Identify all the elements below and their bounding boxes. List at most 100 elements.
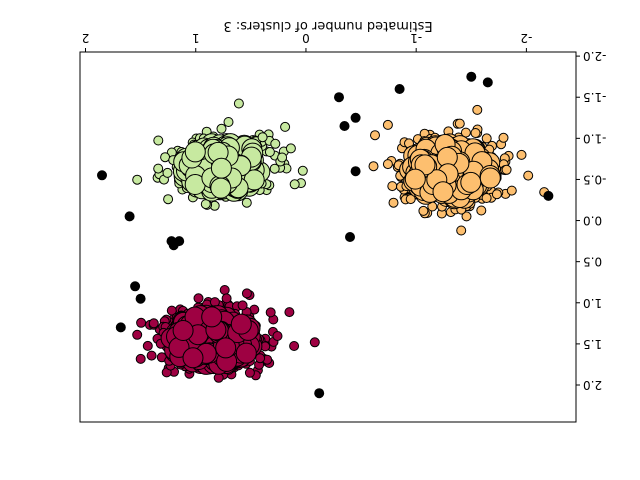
cluster-1-point-152: [132, 174, 143, 185]
cluster-1-point-194: [285, 143, 296, 154]
cluster-1-point-185: [297, 165, 308, 176]
cluster-0-point-79: [418, 205, 429, 216]
cluster-0-point-67: [523, 170, 534, 181]
cluster-0-point-52: [370, 130, 380, 141]
cluster-1-point-888: [184, 141, 206, 163]
cluster-0-point-62: [368, 161, 379, 172]
cluster-1-point-161: [163, 194, 174, 205]
cluster-1-point-893: [210, 177, 232, 199]
cluster-0-point-73: [472, 104, 483, 115]
cluster-1-point-144: [216, 123, 227, 134]
cluster-0-point-639: [479, 167, 501, 189]
cluster-2-point-326: [255, 353, 266, 364]
cluster-1-point-150: [153, 135, 164, 146]
cluster-1-point-198: [289, 179, 300, 190]
x-tick-label-4: 2: [82, 31, 90, 45]
cluster-1-point-147: [233, 98, 244, 109]
x-tick-label-3: 1: [192, 31, 200, 45]
noise-points: [97, 71, 554, 399]
noise-point-17: [314, 388, 325, 399]
y-tick-label-5: 0.5: [583, 255, 602, 269]
cluster-2-point-306: [284, 307, 295, 318]
cluster-2-point-290: [221, 293, 232, 304]
noise-point-3: [334, 92, 344, 103]
y-tick-label-7: 1.5: [583, 337, 602, 351]
cluster-2-point-275: [148, 318, 159, 329]
cluster-0-point-104: [456, 225, 467, 236]
cluster-2-point-308: [309, 337, 320, 348]
cluster-0-point-29: [476, 205, 487, 216]
cluster-2-point-331: [272, 331, 283, 341]
plot-frame: [79, 51, 577, 423]
cluster-2-point-302: [244, 367, 255, 378]
cluster-1-point-892: [210, 157, 232, 179]
cluster-0-point-638: [432, 181, 454, 203]
cluster-2-point-1177: [201, 306, 223, 328]
noise-point-10: [130, 281, 141, 292]
y-tick-label-1: -1.5: [583, 90, 606, 104]
cluster-1-point-173: [264, 147, 275, 157]
cluster-1-point-205: [162, 167, 173, 178]
x-tick-label-2: 0: [302, 31, 310, 45]
cluster-0-point-81: [470, 128, 481, 138]
cluster-0-point-98: [498, 132, 509, 143]
x-axis-label: Estimated number of clusters: 3: [223, 18, 432, 33]
cluster-2-point-1178: [182, 347, 204, 369]
cluster-0-point-35: [506, 185, 517, 196]
cluster-0-point-58: [387, 181, 398, 192]
cluster-0-point-95: [481, 133, 492, 144]
noise-point-9: [124, 211, 135, 222]
cluster-0-point-115: [405, 194, 416, 205]
y-tick-label-4: 0.0: [583, 214, 602, 228]
noise-point-8: [97, 170, 107, 181]
noise-point-11: [135, 293, 146, 304]
scatter-points: [132, 98, 550, 383]
noise-point-16: [166, 236, 177, 247]
cluster-2-point-311: [136, 317, 147, 328]
cluster-2-point-281: [219, 285, 230, 295]
y-tick-label-3: -0.5: [583, 172, 606, 186]
cluster-0-point-636: [404, 168, 426, 190]
noise-point-6: [350, 166, 361, 177]
noise-point-0: [466, 71, 477, 82]
cluster-1-point-184: [269, 163, 280, 174]
cluster-2-point-210: [142, 340, 153, 351]
cluster-1-point-124: [280, 121, 291, 132]
cluster-2-point-317: [265, 307, 276, 318]
plot-area: [80, 52, 576, 422]
cluster-1-point-189: [277, 152, 288, 163]
cluster-2-point-277: [135, 353, 146, 364]
cluster-0-point-119: [516, 149, 527, 160]
noise-point-5: [339, 121, 350, 131]
cluster-0-point-77: [454, 118, 465, 129]
cluster-1-point-192: [153, 163, 164, 174]
noise-point-1: [482, 77, 493, 88]
cluster-0-point-103: [501, 164, 512, 175]
cluster-0-point-75: [491, 189, 502, 200]
cluster-1-point-196: [270, 138, 281, 149]
cluster-1-point-199: [257, 132, 268, 143]
cluster-2-point-1176: [172, 320, 194, 341]
cluster-2-point-1179: [230, 313, 252, 335]
cluster-1-point-179: [223, 117, 234, 127]
x-tick-label-1: -1: [410, 31, 422, 45]
y-tick-label-6: 1.0: [583, 296, 602, 310]
cluster-2-point-328: [241, 288, 252, 299]
cluster-0-point-637: [460, 171, 482, 193]
y-tick-label-0: -2.0: [583, 49, 606, 63]
noise-point-13: [345, 232, 355, 242]
y-axis: -2.0 -1.5 -1.0 -0.5 0.0 0.5 1.0 1.5 2.0: [576, 49, 606, 392]
cluster-2-point-256: [193, 293, 204, 304]
cluster-0-point-114: [481, 193, 492, 203]
cluster-1-point-151: [241, 197, 252, 208]
cluster-2-point-278: [289, 341, 300, 351]
cluster-2-point-1175: [215, 337, 237, 359]
x-tick-label-0: -2: [520, 31, 532, 45]
noise-point-12: [115, 322, 126, 333]
cluster-0-point-92: [382, 119, 393, 130]
cluster-0-point-23: [461, 211, 472, 222]
cluster-0-point-48: [382, 159, 393, 170]
noise-point-4: [350, 112, 361, 123]
y-tick-label-2: -1.0: [583, 131, 606, 145]
